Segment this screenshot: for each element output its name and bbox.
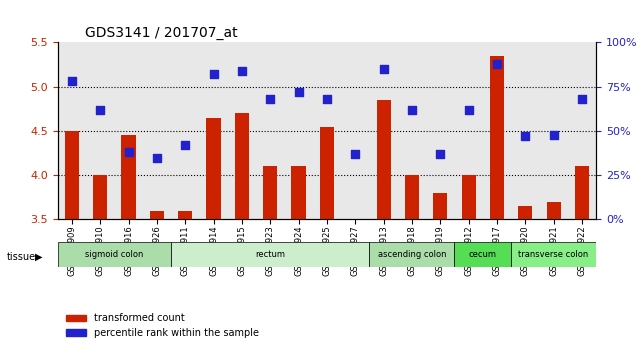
Bar: [462, 175, 476, 219]
Point: [95, 107, 105, 113]
Bar: [150, 211, 164, 219]
Point: [237, 68, 247, 74]
Point: [180, 142, 190, 148]
Bar: [93, 175, 107, 219]
Bar: [575, 166, 589, 219]
Bar: [178, 211, 192, 219]
Bar: [206, 118, 221, 219]
FancyBboxPatch shape: [58, 242, 171, 267]
Bar: [292, 166, 306, 219]
Text: GDS3141 / 201707_at: GDS3141 / 201707_at: [85, 26, 237, 40]
Bar: [405, 175, 419, 219]
Point: [520, 133, 530, 139]
Bar: [433, 193, 447, 219]
Text: rectum: rectum: [255, 250, 285, 259]
Point: [322, 96, 332, 102]
Point: [294, 89, 304, 95]
Point: [152, 155, 162, 160]
Point: [265, 96, 276, 102]
Point: [124, 149, 134, 155]
Point: [463, 107, 474, 113]
Bar: [518, 206, 533, 219]
Bar: [490, 56, 504, 219]
Point: [407, 107, 417, 113]
Point: [67, 79, 77, 84]
Text: cecum: cecum: [469, 250, 497, 259]
FancyBboxPatch shape: [511, 242, 596, 267]
Bar: [65, 131, 79, 219]
Text: sigmoid colon: sigmoid colon: [85, 250, 144, 259]
Point: [492, 61, 502, 67]
Legend: transformed count, percentile rank within the sample: transformed count, percentile rank withi…: [63, 309, 263, 342]
Bar: [121, 135, 136, 219]
Text: ▶: ▶: [35, 252, 43, 262]
Bar: [376, 100, 390, 219]
Bar: [235, 113, 249, 219]
Text: tissue: tissue: [6, 252, 35, 262]
Point: [208, 72, 219, 77]
Point: [350, 151, 360, 157]
Bar: [547, 202, 561, 219]
Point: [577, 96, 587, 102]
FancyBboxPatch shape: [454, 242, 511, 267]
Bar: [263, 166, 278, 219]
FancyBboxPatch shape: [171, 242, 369, 267]
Text: transverse colon: transverse colon: [519, 250, 588, 259]
Text: ascending colon: ascending colon: [378, 250, 446, 259]
Point: [549, 132, 559, 137]
Bar: [320, 127, 334, 219]
Point: [378, 66, 388, 72]
FancyBboxPatch shape: [369, 242, 454, 267]
Point: [435, 151, 445, 157]
